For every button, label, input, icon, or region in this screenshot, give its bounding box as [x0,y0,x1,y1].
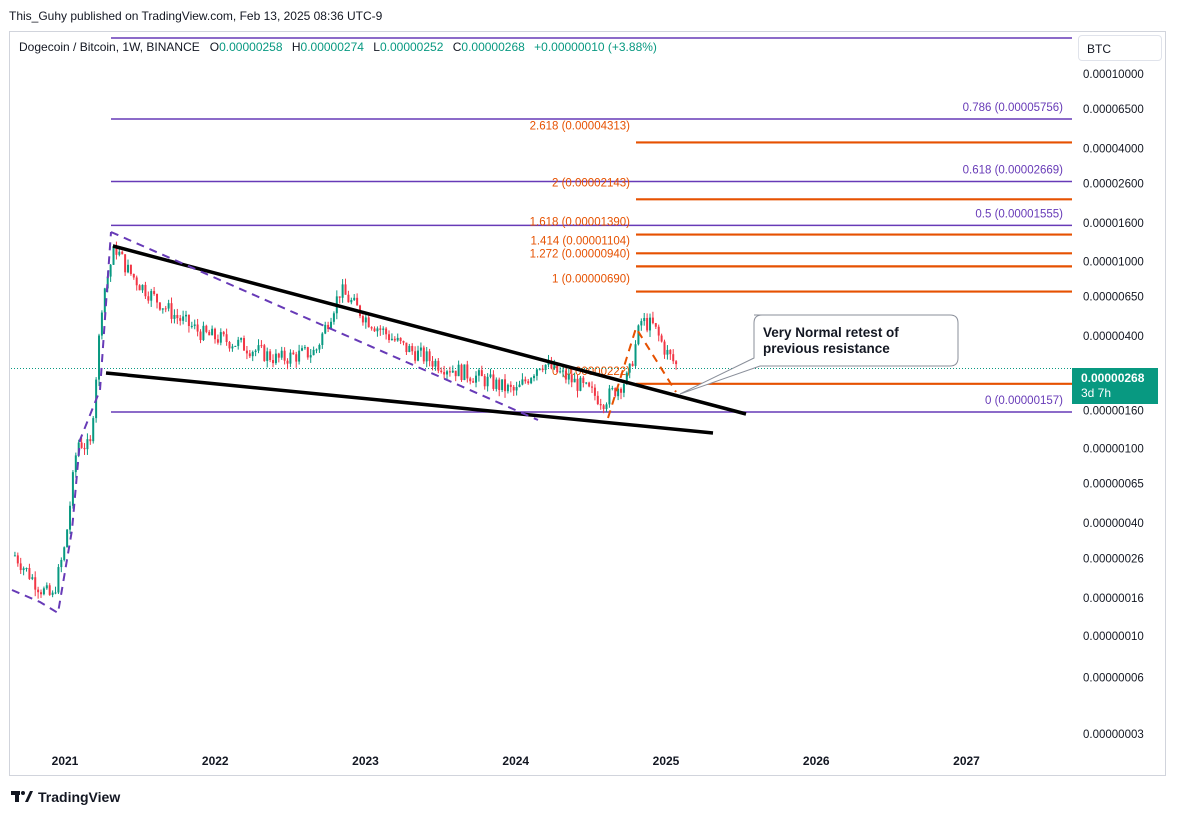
symbol-name: Dogecoin / Bitcoin, 1W, BINANCE [19,40,200,54]
bar-countdown: 3d 7h [1081,386,1112,400]
last-price-value: 0.00000268 [1081,371,1145,385]
publisher-line: This_Guhy published on TradingView.com, … [9,9,383,23]
chart-frame[interactable] [9,31,1166,776]
high-label: H [291,40,301,54]
open-label: O [209,40,220,54]
change-value: +0.00000010 (+3.88%) [534,40,657,54]
footer-brand: TradingView [38,789,121,805]
tradingview-logo[interactable]: TradingView [11,789,120,805]
low-label: L [373,40,380,54]
high-value: 0.00000274 [300,40,364,54]
open-value: 0.00000258 [219,40,283,54]
tradingview-logo-icon [11,791,33,802]
low-value: 0.00000252 [379,40,444,54]
currency-selector[interactable]: BTC [1078,35,1162,61]
last-price-badge: 0.00000268 3d 7h [1072,368,1158,404]
close-value: 0.00000268 [461,40,525,54]
symbol-legend[interactable]: Dogecoin / Bitcoin, 1W, BINANCE O0.00000… [19,40,663,54]
close-label: C [452,40,462,54]
